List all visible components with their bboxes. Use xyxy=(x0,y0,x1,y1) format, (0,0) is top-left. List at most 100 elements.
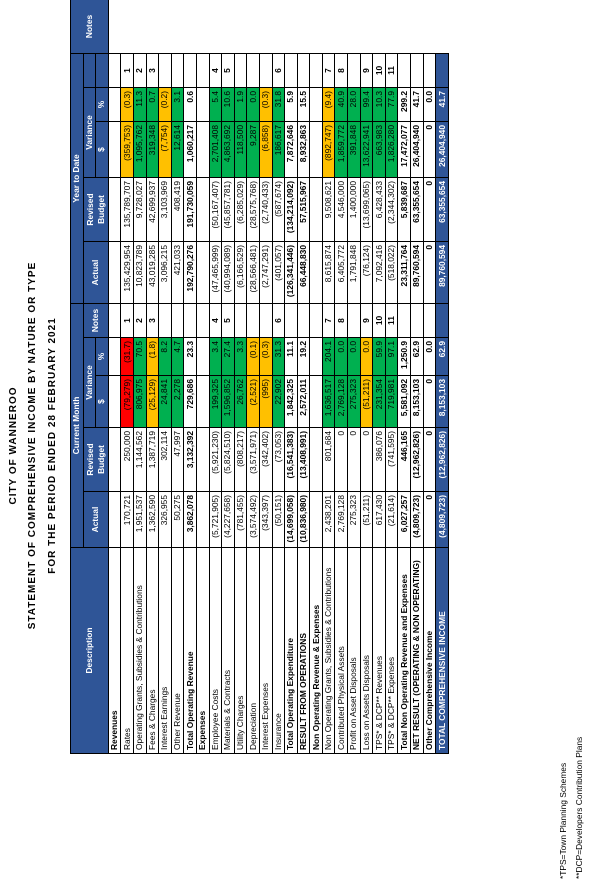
footnote-dcp: **DCP=Developers Contribution Plans xyxy=(574,736,584,879)
cm-revised-budget-cell: 302,114 xyxy=(158,427,172,492)
cm-notes-header: Notes xyxy=(83,303,109,338)
cm-variance-percent-header: % xyxy=(95,337,109,376)
row-label: Profit on Asset Disposals xyxy=(347,547,361,754)
ytd-note-cell xyxy=(158,53,172,88)
table-row: TPS* & DCP** Revenues 617,430 386,076 231,3… xyxy=(372,0,386,754)
cm-actual-cell: (4,809,723) xyxy=(435,491,449,548)
ytd-note-cell: 7 xyxy=(322,53,335,88)
ytd-note-cell: 8 xyxy=(334,53,348,88)
ytd-variance-percent-cell: 10.6 xyxy=(221,87,235,122)
cm-actual-cell: (781,455) xyxy=(234,491,247,548)
row-label: NET RESULT (OPERATING & NON OPERATING) xyxy=(410,547,424,754)
cm-note-cell: 6 xyxy=(272,303,285,338)
cm-variance-percent-cell: 11.1 xyxy=(284,337,298,376)
row-label: Interest Expenses xyxy=(259,547,272,754)
ytd-variance-percent-cell: 5.4 xyxy=(209,87,222,122)
table-row: Other Revenue 50,275 47,997 2,278 4.7 421,033… xyxy=(171,0,184,754)
cm-variance-dollar-cell xyxy=(196,375,210,428)
cm-note-cell xyxy=(246,303,260,338)
ytd-note-cell xyxy=(297,53,310,88)
ytd-variance-percent-cell: 0.0 xyxy=(246,87,260,122)
cm-note-cell xyxy=(234,303,247,338)
ytd-note-cell: 5 xyxy=(221,53,235,88)
cm-note-cell: 7 xyxy=(322,303,335,338)
cm-variance-dollar-cell: 2,572,011 xyxy=(297,375,310,428)
cm-revised-budget-cell: (5,921,230) xyxy=(209,427,222,492)
cm-variance-percent-cell: 0.0 xyxy=(334,337,348,376)
ytd-variance-dollar-cell: 2,701,408 xyxy=(209,121,222,178)
ytd-variance-dollar-cell: (359,753) xyxy=(120,121,134,178)
cm-variance-percent-cell: 27.4 xyxy=(221,337,235,376)
ytd-actual-cell: (76,124) xyxy=(360,241,373,304)
row-label: TPS* & DCP** Expenses xyxy=(385,547,398,754)
ytd-note-cell xyxy=(234,53,247,88)
cm-revised-budget-header: Revised Budget xyxy=(83,427,109,492)
cm-variance-percent-cell: 4.7 xyxy=(171,337,184,376)
ytd-note-cell xyxy=(246,53,260,88)
cm-variance-dollar-cell: (25,129) xyxy=(146,375,159,428)
cm-note-cell: 3 xyxy=(146,303,159,338)
row-label: Expenses xyxy=(196,547,210,754)
ytd-actual-cell: (6,166,529) xyxy=(234,241,247,304)
table-row: Depreciation (3,574,492) (3,571,971) (2,521… xyxy=(246,0,260,754)
cm-revised-budget-cell: 386,076 xyxy=(372,427,386,492)
cm-note-cell: 1 xyxy=(120,303,134,338)
ytd-note-cell: 6 xyxy=(272,53,285,88)
ytd-variance-dollar-cell: 7,872,646 xyxy=(284,121,298,178)
description-header: Description xyxy=(70,547,109,754)
ytd-variance-dollar-cell: 319,348 xyxy=(146,121,159,178)
table-row: Total Non Operating Revenue and Expenses… xyxy=(397,0,411,754)
cm-actual-cell: (51,211) xyxy=(360,491,373,548)
ytd-variance-dollar-cell: 8,932,863 xyxy=(297,121,310,178)
table-row: Total Operating Expenditure (14,699,058)(… xyxy=(284,0,298,754)
ytd-variance-percent-cell: 41.7 xyxy=(410,87,424,122)
cm-variance-percent-cell: 0.0 xyxy=(347,337,361,376)
ytd-note-cell: 10 xyxy=(372,53,386,88)
ytd-revised-budget-cell: 408,419 xyxy=(171,177,184,242)
cm-revised-budget-cell xyxy=(196,427,210,492)
ytd-actual-cell: 89,760,594 xyxy=(435,241,449,304)
ytd-revised-budget-cell: 5,839,687 xyxy=(397,177,411,242)
cm-actual-cell: 6,027,257 xyxy=(397,491,411,548)
cm-actual-cell: 1,362,590 xyxy=(146,491,159,548)
row-label: Revenues xyxy=(108,547,121,754)
ytd-actual-cell: 43,019,285 xyxy=(146,241,159,304)
cm-revised-budget-cell: 47,997 xyxy=(171,427,184,492)
ytd-variance-percent-cell: 15.5 xyxy=(297,87,310,122)
cm-revised-budget-cell: (73,053) xyxy=(272,427,285,492)
cm-note-cell xyxy=(196,303,210,338)
cm-variance-dollar-cell: 275,323 xyxy=(347,375,361,428)
table-row: Utility Charges (781,455) (808,217) 26,762 3… xyxy=(234,0,247,754)
row-label: Total Operating Revenue xyxy=(183,547,197,754)
ytd-actual-cell: 66,448,830 xyxy=(297,241,310,304)
ytd-revised-budget-cell: 9,728,027 xyxy=(133,177,147,242)
cm-variance-dollar-cell: (51,211) xyxy=(360,375,373,428)
cm-revised-budget-cell: (12,962,826) xyxy=(410,427,424,492)
ytd-variance-dollar-cell: 12,614 xyxy=(171,121,184,178)
ytd-variance-percent-cell: 299.2 xyxy=(397,87,411,122)
ytd-variance-percent-header: % xyxy=(95,87,109,122)
ytd-revised-budget-cell: (6,285,029) xyxy=(234,177,247,242)
cm-actual-cell: 2,769,128 xyxy=(334,491,348,548)
table-row: Interest Earnings 326,955 302,114 24,841 8.2… xyxy=(158,0,172,754)
cm-variance-dollar-cell xyxy=(309,375,323,428)
statement-rows: Revenues Rates 170,721 250,000 (79,279) (31.7… xyxy=(108,0,449,754)
cm-note-cell xyxy=(410,303,424,338)
cm-variance-percent-cell: 23.3 xyxy=(183,337,197,376)
cm-variance-dollar-cell: 2,278 xyxy=(171,375,184,428)
ytd-variance-dollar-cell: 13,622,941 xyxy=(360,121,373,178)
ytd-revised-budget-cell: 191,730,059 xyxy=(183,177,197,242)
cm-variance-dollar-cell: 719,981 xyxy=(385,375,398,428)
cm-variance-percent-cell: 204.1 xyxy=(322,337,335,376)
ytd-revised-budget-cell: 63,355,654 xyxy=(410,177,424,242)
cm-variance-dollar-header: $ xyxy=(95,375,109,428)
ytd-note-cell xyxy=(259,53,272,88)
cm-revised-budget-cell: (13,408,991) xyxy=(297,427,310,492)
row-label: Other Revenue xyxy=(171,547,184,754)
cm-note-cell xyxy=(297,303,310,338)
table-row: TOTAL COMPREHENSIVE INCOME (4,809,723) (12… xyxy=(435,0,449,754)
cm-variance-percent-cell: (0.1) xyxy=(246,337,260,376)
ytd-note-cell xyxy=(397,53,411,88)
row-label: Depreciation xyxy=(246,547,260,754)
ytd-variance-dollar-cell: (6,858) xyxy=(259,121,272,178)
